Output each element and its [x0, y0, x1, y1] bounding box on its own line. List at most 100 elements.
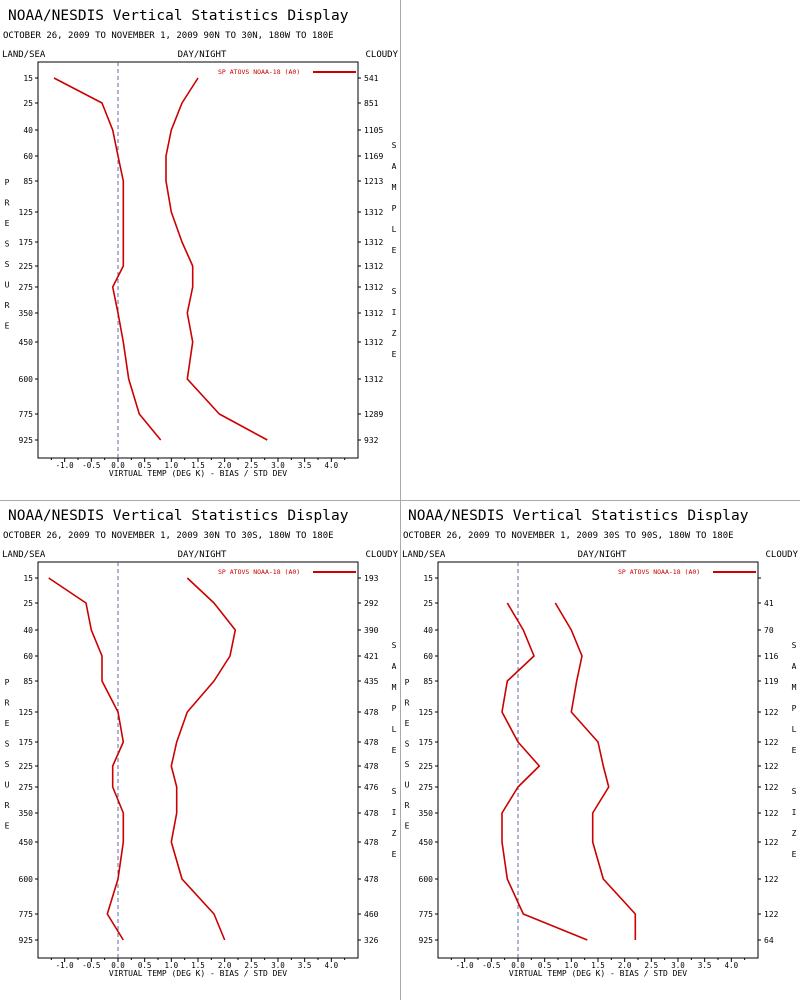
y-axis-label-letter: U — [5, 781, 10, 790]
corner-label-left: LAND/SEA — [2, 550, 46, 560]
right-axis-label-letter: I — [792, 808, 797, 817]
right-axis-label-letter: I — [392, 308, 397, 317]
y-axis-label-letter: S — [405, 760, 410, 769]
pressure-level-label: 175 — [419, 738, 434, 747]
right-axis-label-letter: P — [792, 704, 797, 713]
x-tick-label: 4.0 — [325, 461, 339, 470]
sample-size-label: 122 — [764, 738, 779, 747]
sample-size-label: 478 — [364, 875, 379, 884]
right-axis-label-letter: L — [792, 725, 797, 734]
right-axis-label-letter: E — [392, 246, 397, 255]
corner-label-left: LAND/SEA — [402, 550, 446, 560]
x-tick-label: 0.5 — [138, 961, 152, 970]
right-axis-label-letter: S — [792, 787, 797, 796]
x-tick-label: -1.0 — [56, 961, 75, 970]
sample-size-label: 1312 — [364, 262, 383, 271]
y-axis-label-letter: E — [405, 822, 410, 831]
pressure-level-label: 450 — [19, 838, 34, 847]
corner-label-left: LAND/SEA — [2, 50, 46, 60]
y-axis-label-letter: S — [5, 740, 10, 749]
sample-size-label: 390 — [364, 626, 379, 635]
sample-size-label: 1312 — [364, 309, 383, 318]
sample-size-label: 1169 — [364, 152, 383, 161]
x-tick-label: 1.5 — [591, 961, 605, 970]
x-tick-label: 1.5 — [191, 961, 205, 970]
pressure-level-label: 40 — [23, 626, 33, 635]
sample-size-label: 435 — [364, 677, 379, 686]
pressure-level-label: 775 — [19, 410, 34, 419]
sample-size-label: 292 — [364, 599, 379, 608]
right-axis-label-letter: M — [392, 683, 397, 692]
corner-label-right: CLOUDY — [365, 550, 398, 560]
y-axis-label-letter: U — [405, 781, 410, 790]
x-tick-label: 3.0 — [271, 461, 285, 470]
right-axis-label-letter: P — [392, 204, 397, 213]
pressure-level-label: 275 — [419, 783, 434, 792]
pressure-level-label: 25 — [23, 99, 33, 108]
sample-size-label: 1105 — [364, 126, 383, 135]
y-axis-label-letter: R — [5, 199, 10, 208]
sample-size-label: 851 — [364, 99, 379, 108]
right-axis-label-letter: A — [792, 662, 797, 671]
x-tick-label: 2.0 — [218, 961, 232, 970]
legend-label: SP ATOVS NOAA-18 (A0) — [218, 568, 300, 576]
x-axis-label: VIRTUAL TEMP (DEG K) - BIAS / STD DEV — [509, 969, 687, 978]
sample-size-label: 70 — [764, 626, 774, 635]
pressure-level-label: 925 — [19, 436, 34, 445]
sample-size-label: 460 — [364, 910, 379, 919]
sample-size-label: 119 — [764, 677, 779, 686]
x-tick-label: 1.0 — [565, 961, 579, 970]
sample-size-label: 122 — [764, 762, 779, 771]
sample-size-label: 541 — [364, 74, 379, 83]
bias-series-line — [53, 77, 162, 441]
corner-label-center: DAY/NIGHT — [178, 550, 227, 560]
right-axis-label-letter: E — [792, 850, 797, 859]
chart-title: NOAA/NESDIS Vertical Statistics Display — [408, 508, 749, 524]
horizontal-divider — [0, 500, 800, 501]
sample-size-label: 421 — [364, 652, 379, 661]
sample-size-label: 1312 — [364, 338, 383, 347]
pressure-level-label: 775 — [19, 910, 34, 919]
sample-size-label: 122 — [764, 783, 779, 792]
sample-size-label: 122 — [764, 910, 779, 919]
chart-title: NOAA/NESDIS Vertical Statistics Display — [8, 8, 349, 24]
pressure-level-label: 60 — [423, 652, 433, 661]
pressure-level-label: 15 — [23, 574, 33, 583]
pressure-level-label: 275 — [19, 283, 34, 292]
y-axis-label-letter: S — [405, 740, 410, 749]
pressure-level-label: 85 — [23, 177, 33, 186]
chart-subtitle: OCTOBER 26, 2009 TO NOVEMBER 1, 2009 30S… — [403, 531, 734, 541]
legend-label: SP ATOVS NOAA-18 (A0) — [618, 568, 700, 576]
sample-size-label: 41 — [764, 599, 774, 608]
right-axis-label-letter: S — [792, 641, 797, 650]
sample-size-label: 478 — [364, 762, 379, 771]
pressure-level-label: 60 — [23, 652, 33, 661]
x-tick-label: 0.5 — [138, 461, 152, 470]
pressure-level-label: 350 — [19, 809, 34, 818]
right-axis-label-letter: Z — [792, 829, 797, 838]
pressure-level-label: 125 — [19, 208, 34, 217]
sample-size-label: 193 — [364, 574, 379, 583]
pressure-level-label: 925 — [19, 936, 34, 945]
x-tick-label: 0.5 — [538, 961, 552, 970]
bias-series-line — [48, 577, 125, 941]
right-axis-label-letter: S — [392, 641, 397, 650]
sample-size-label: 122 — [764, 838, 779, 847]
x-tick-label: 1.0 — [165, 961, 179, 970]
right-axis-label-letter: M — [392, 183, 397, 192]
y-axis-label-letter: P — [405, 678, 410, 687]
pressure-level-label: 450 — [19, 338, 34, 347]
x-tick-label: -0.5 — [82, 961, 100, 970]
sample-size-label: 1312 — [364, 375, 383, 384]
y-axis-label-letter: E — [5, 822, 10, 831]
corner-label-right: CLOUDY — [365, 50, 398, 60]
right-axis-label-letter: E — [792, 746, 797, 755]
sample-size-label: 478 — [364, 708, 379, 717]
y-axis-label-letter: R — [5, 801, 10, 810]
pressure-level-label: 775 — [419, 910, 434, 919]
sample-size-label: 122 — [764, 875, 779, 884]
right-axis-label-letter: A — [392, 162, 397, 171]
y-axis-label-letter: U — [5, 281, 10, 290]
pressure-level-label: 350 — [19, 309, 34, 318]
plot-frame — [37, 61, 359, 459]
